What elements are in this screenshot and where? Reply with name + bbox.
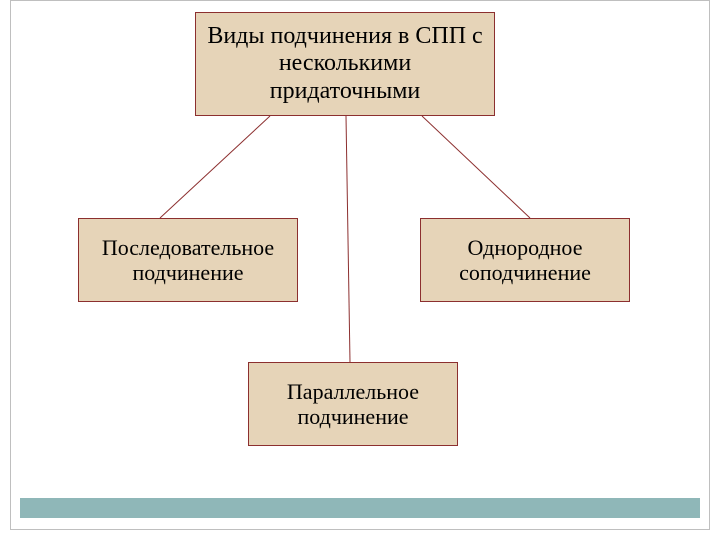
right-node-label: Однородное соподчинение (429, 235, 621, 286)
slide-canvas: Виды подчинения в СПП с несколькими прид… (0, 0, 720, 540)
accent-bar (20, 498, 700, 518)
root-node: Виды подчинения в СПП с несколькими прид… (195, 12, 495, 116)
left-node-label: Последовательное подчинение (87, 235, 289, 286)
left-node: Последовательное подчинение (78, 218, 298, 302)
middle-node: Параллельное подчинение (248, 362, 458, 446)
root-node-label: Виды подчинения в СПП с несколькими прид… (204, 23, 486, 106)
middle-node-label: Параллельное подчинение (257, 379, 449, 430)
right-node: Однородное соподчинение (420, 218, 630, 302)
